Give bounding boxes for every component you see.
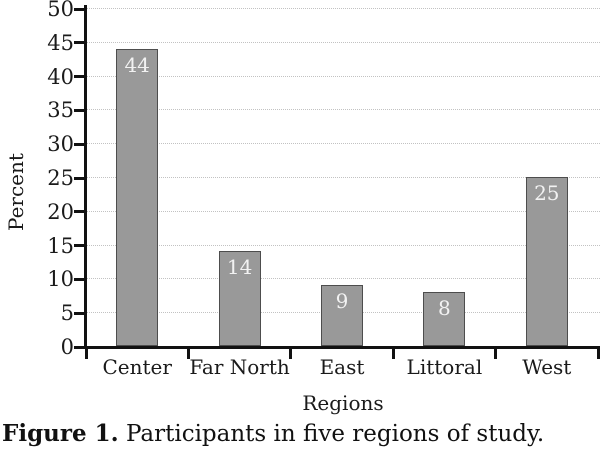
x-axis-tick [494,346,498,359]
y-axis-tick [74,345,87,349]
bar: 9 [321,285,363,346]
gridline [87,8,600,9]
bar-value-label: 9 [335,289,349,314]
category-label: West [522,355,572,379]
y-axis-tick [74,176,87,180]
figure-caption: Figure 1. Participants in five regions o… [2,419,598,449]
y-axis-tick [74,244,87,248]
y-axis-tick [74,311,87,315]
y-tick-label: 40 [47,64,74,89]
y-axis-tick [74,41,87,45]
x-axis-line [84,346,600,349]
x-axis-tick [186,346,190,359]
x-axis-tick [391,346,395,359]
y-axis-tick [74,75,87,79]
y-tick-label: 5 [60,301,74,326]
y-tick-label: 10 [47,267,74,292]
category-label: Center [102,355,172,379]
figure-caption-text: Participants in five regions of study. [118,421,545,447]
gridline [87,75,600,77]
y-tick-label: 0 [60,335,74,359]
y-axis-tick [74,277,87,281]
bar: 44 [116,48,159,346]
bar: 8 [423,291,466,346]
gridline [87,41,600,43]
y-tick-label: 45 [47,30,74,55]
x-axis-tick [596,346,600,359]
gridline [87,244,600,246]
y-tick-label: 30 [47,132,74,157]
figure-caption-label: Figure 1. [2,420,119,447]
y-tick-label: 15 [47,233,74,258]
y-tick-label: 20 [47,199,74,224]
y-axis-title: Percent [4,153,28,231]
bar-value-label: 44 [124,52,150,77]
gridline [87,109,600,111]
bar-value-label: 8 [438,295,451,320]
y-tick-label: 25 [47,166,74,190]
y-axis-tick [74,108,87,112]
y-tick-label: 50 [47,0,74,21]
y-axis-tick [74,7,87,11]
bar: 14 [218,251,261,346]
bar-value-label: 25 [534,181,560,205]
category-label: East [319,355,365,379]
gridline [87,210,600,212]
bar: 25 [525,177,568,346]
gridline [87,143,600,145]
y-axis-tick [74,210,87,214]
category-label: Littoral [406,355,483,379]
x-axis-tick [84,346,88,359]
y-axis-line [84,5,87,349]
category-label: Far North [189,355,290,379]
y-tick-label: 35 [47,98,74,123]
x-axis-tick [289,346,293,359]
gridline [87,278,600,280]
bar-value-label: 14 [226,255,253,280]
y-axis-tick [74,142,87,146]
gridline [87,177,600,178]
x-axis-title: Regions [302,391,384,415]
